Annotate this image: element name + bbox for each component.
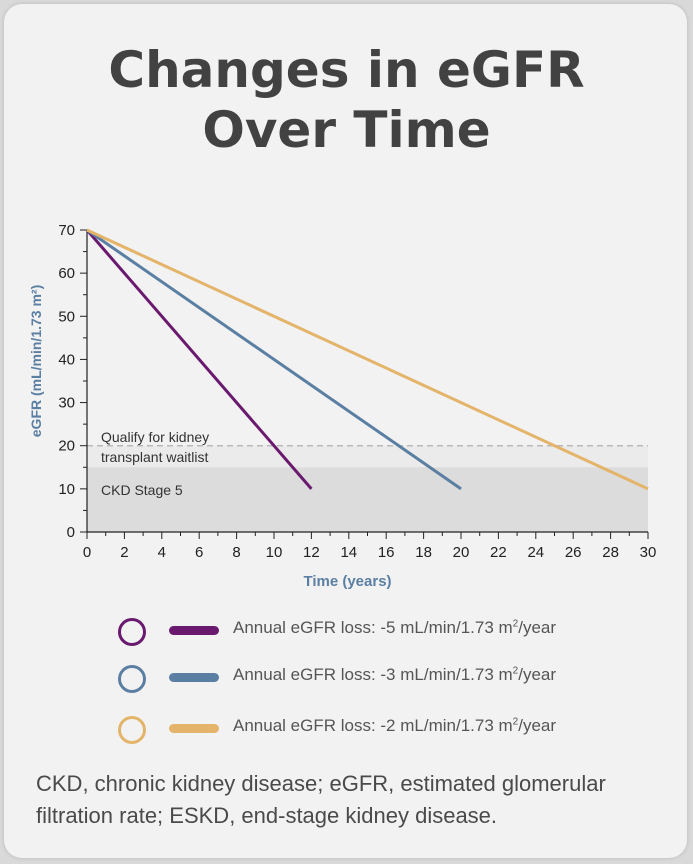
legend-line-swatch: [169, 626, 219, 635]
x-tick-label: 6: [195, 544, 203, 561]
title-line-2: Over Time: [202, 101, 491, 159]
x-tick-label: 10: [266, 544, 283, 561]
x-tick-label: 16: [378, 544, 395, 561]
x-tick-label: 28: [602, 544, 619, 561]
footnote: CKD, chronic kidney disease; eGFR, estim…: [36, 771, 606, 828]
y-tick-label: 60: [58, 265, 75, 282]
x-tick-label: 0: [83, 544, 91, 561]
legend-circle-marker: [118, 665, 146, 693]
legend-line-swatch: [169, 724, 219, 733]
x-tick-label: 12: [303, 544, 320, 561]
chart-title: Changes in eGFR Over Time: [0, 40, 693, 160]
x-tick-label: 30: [640, 544, 657, 561]
legend-item: Annual eGFR loss: -2 mL/min/1.73 m2/year: [0, 710, 693, 750]
x-tick-label: 26: [565, 544, 582, 561]
y-axis-label: eGFR (mL/min/1.73 m²): [28, 285, 44, 437]
y-tick-label: 50: [58, 308, 75, 325]
series-line-3: [86, 228, 649, 491]
legend-circle-marker: [118, 716, 146, 744]
series-line-1: [85, 229, 313, 490]
waitlist-band: [87, 445, 648, 468]
legend-item: Annual eGFR loss: -3 mL/min/1.73 m2/year: [0, 659, 693, 699]
y-tick-label: 10: [58, 481, 75, 498]
y-tick-label: 0: [67, 524, 75, 541]
legend-label: Annual eGFR loss: -5 mL/min/1.73 m2/year: [233, 618, 557, 637]
x-tick-label: 14: [340, 544, 357, 561]
y-tick-label: 40: [58, 351, 75, 368]
line-chart: Qualify for kidney transplant waitlist CKD…: [28, 222, 657, 590]
x-tick-label: 18: [415, 544, 432, 561]
y-tick-label: 20: [58, 438, 75, 455]
annotation-waitlist-line1: Qualify for kidney: [101, 429, 209, 445]
annotation-waitlist-line2: transplant waitlist: [101, 449, 208, 465]
title-line-1: Changes in eGFR: [108, 41, 585, 99]
x-axis-label: Time (years): [303, 573, 391, 590]
x-tick-label: 24: [527, 544, 544, 561]
x-tick-label: 22: [490, 544, 507, 561]
ckd-stage-5-band: [87, 467, 648, 532]
figure-card: [4, 4, 687, 858]
legend-label: Annual eGFR loss: -3 mL/min/1.73 m2/year: [233, 665, 557, 684]
legend-label: Annual eGFR loss: -2 mL/min/1.73 m2/year: [233, 716, 557, 735]
legend-line-swatch: [169, 673, 219, 682]
legend-circle-marker: [118, 618, 146, 646]
y-tick-label: 70: [58, 222, 75, 239]
legend-item: Annual eGFR loss: -5 mL/min/1.73 m2/year: [0, 612, 693, 652]
y-tick-label: 30: [58, 395, 75, 412]
x-tick-label: 2: [120, 544, 128, 561]
x-tick-label: 8: [232, 544, 240, 561]
annotation-ckd-stage: CKD Stage 5: [101, 482, 183, 498]
x-tick-label: 4: [158, 544, 166, 561]
x-tick-label: 20: [453, 544, 470, 561]
series-line-2: [86, 228, 462, 491]
